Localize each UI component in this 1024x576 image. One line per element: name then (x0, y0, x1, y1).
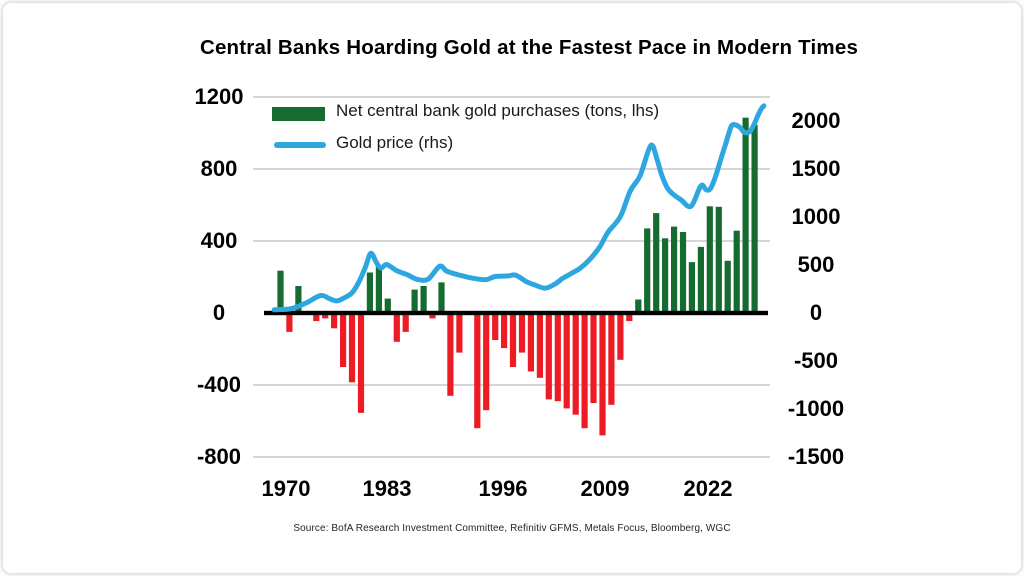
zero-axis-line (264, 310, 768, 316)
legend-swatch-line (274, 142, 326, 148)
bar-2020 (724, 260, 731, 313)
bar-1988 (438, 282, 445, 313)
lhs-tick--400: -400 (196, 372, 242, 397)
bar-2002 (563, 313, 570, 409)
bar-1978 (348, 313, 356, 383)
x-tick-1970: 1970 (261, 476, 311, 501)
bar-2021 (733, 230, 740, 313)
bar-2012 (653, 213, 660, 313)
bar-2023 (751, 124, 758, 314)
bar-1989 (447, 313, 454, 396)
bar-1986 (420, 286, 427, 313)
bar-1987 (429, 313, 436, 319)
bar-1995 (501, 313, 508, 349)
bar-2005 (590, 313, 597, 403)
bar-2014 (671, 226, 678, 313)
bar-1992 (474, 313, 481, 429)
rhs-tick-500: 500 (797, 252, 835, 277)
rhs-tick--500: -500 (793, 348, 839, 373)
bar-2006 (599, 313, 606, 436)
bar-1985 (411, 289, 418, 313)
rhs-tick-1500: 1500 (791, 156, 841, 181)
bar-1976 (331, 313, 338, 329)
bar-1971 (286, 313, 293, 332)
bar-2018 (706, 206, 713, 313)
bar-2001 (554, 313, 561, 402)
bar-2016 (688, 262, 695, 313)
bar-2010 (635, 299, 642, 313)
bar-1979 (357, 313, 365, 413)
gold-price-line (271, 103, 767, 313)
lhs-tick-400: 400 (200, 228, 238, 253)
bar-2013 (662, 238, 669, 313)
bar-1994 (492, 313, 499, 340)
bar-1970 (277, 270, 284, 313)
bar-2011 (644, 228, 651, 313)
x-tick-2009: 2009 (580, 476, 630, 501)
x-tick-1996: 1996 (478, 476, 528, 501)
rhs-tick--1500: -1500 (787, 444, 845, 469)
bar-1975 (322, 313, 329, 319)
bar-1980 (366, 272, 373, 313)
bar-1984 (402, 313, 409, 332)
bar-1999 (536, 313, 543, 378)
bar-1998 (527, 313, 534, 372)
bar-2008 (617, 313, 624, 360)
bar-1997 (518, 313, 526, 353)
bar-2003 (572, 313, 579, 415)
bar-1977 (340, 313, 347, 367)
legend-label-line: Gold price (rhs) (336, 133, 454, 152)
chart-card (3, 3, 1021, 573)
rhs-tick--1000: -1000 (787, 396, 845, 421)
legend-swatch-bars (272, 107, 325, 121)
lhs-tick-1200: 1200 (194, 84, 244, 109)
bar-1974 (313, 313, 320, 322)
rhs-tick-1000: 1000 (791, 204, 841, 229)
lhs-tick--800: -800 (196, 444, 242, 469)
lhs-tick-800: 800 (200, 156, 238, 181)
rhs-tick-0: 0 (809, 300, 823, 325)
bar-1982 (384, 298, 391, 313)
bar-2022 (742, 117, 749, 313)
bar-1990 (456, 313, 463, 353)
x-tick-2022: 2022 (683, 476, 733, 501)
rhs-tick-2000: 2000 (791, 108, 841, 133)
bar-1972 (295, 286, 302, 313)
bar-1993 (483, 313, 490, 411)
source-note: Source: BofA Research Investment Committ… (293, 523, 731, 534)
x-tick-1983: 1983 (362, 476, 412, 501)
bar-2017 (697, 246, 704, 313)
bar-1983 (393, 313, 400, 342)
chart-title: Central Banks Hoarding Gold at the Faste… (199, 36, 859, 59)
bar-2000 (545, 313, 552, 400)
bar-2009 (626, 313, 633, 322)
bar-2004 (581, 313, 588, 429)
bar-1996 (509, 313, 517, 367)
bar-1981 (375, 266, 382, 313)
bar-2007 (608, 313, 615, 405)
lhs-tick-0: 0 (212, 300, 226, 325)
bar-2015 (679, 232, 687, 313)
bar-2019 (715, 206, 722, 313)
legend-label-bars: Net central bank gold purchases (tons, l… (336, 101, 660, 120)
